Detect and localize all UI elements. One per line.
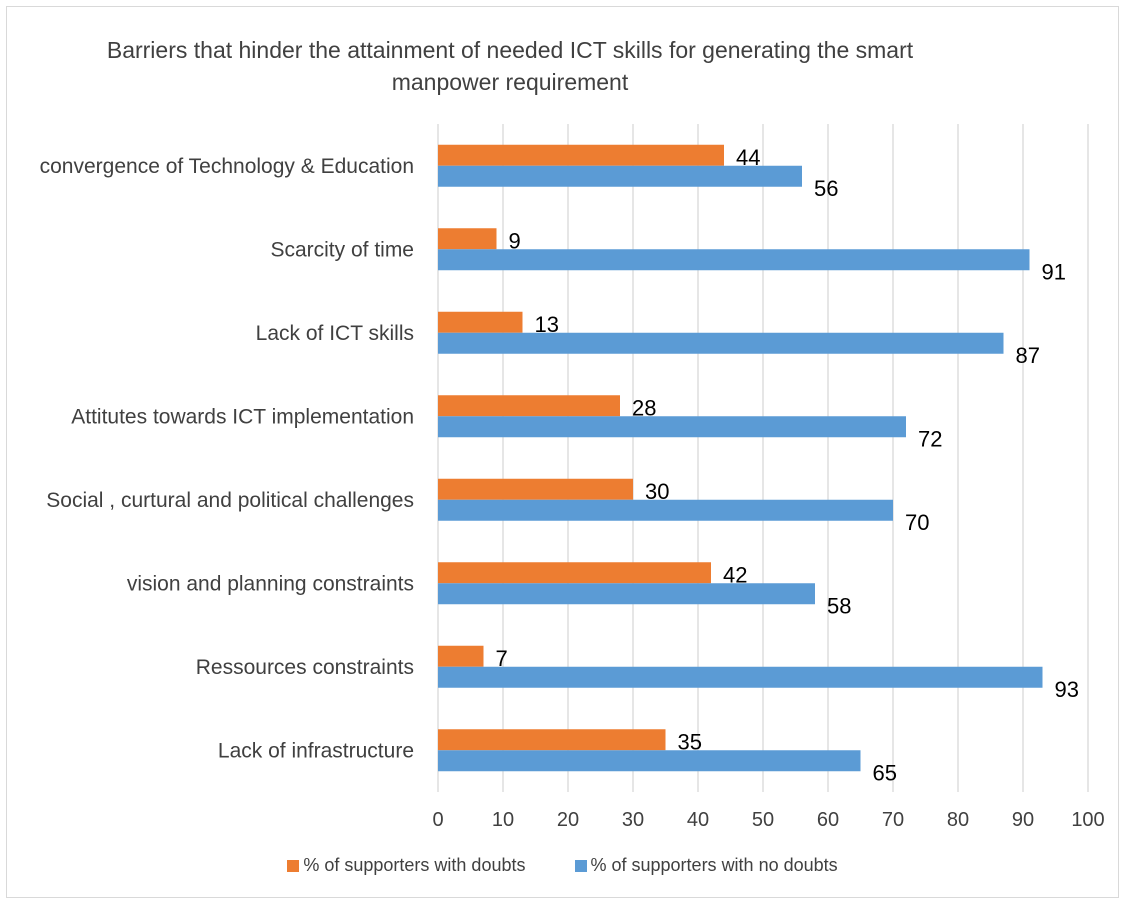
legend-item-no-doubts: % of supporters with no doubts — [574, 855, 838, 876]
data-label-doubts: 13 — [535, 312, 559, 337]
x-tick-label: 50 — [752, 809, 774, 831]
data-label-no-doubts: 65 — [873, 760, 897, 785]
bar-no-doubts — [438, 416, 906, 438]
data-label-doubts: 28 — [632, 395, 656, 420]
category-label: Lack of infrastructure — [218, 739, 414, 762]
bar-doubts — [438, 729, 666, 751]
x-tick-label: 30 — [622, 809, 644, 831]
bar-no-doubts — [438, 249, 1030, 271]
legend-swatch-no-doubts — [574, 859, 587, 872]
legend-label-doubts: % of supporters with doubts — [303, 855, 526, 875]
legend-label-no-doubts: % of supporters with no doubts — [590, 855, 838, 875]
gridlines — [437, 124, 1089, 792]
data-label-no-doubts: 58 — [827, 593, 851, 618]
labels: 0 10 20 30 40 50 60 70 80 90 100 convergence of Tec… — [40, 145, 1105, 831]
data-label-no-doubts: 56 — [814, 176, 838, 201]
bar-doubts — [438, 562, 711, 584]
chart-title-line-2: manpower requirement — [391, 69, 629, 95]
bar-doubts — [438, 645, 484, 667]
x-tick-label: 40 — [687, 809, 709, 831]
data-label-no-doubts: 91 — [1042, 259, 1066, 284]
bar-no-doubts — [438, 165, 802, 187]
x-tick-label: 100 — [1071, 809, 1104, 831]
x-tick-label: 10 — [492, 809, 514, 831]
bar-no-doubts — [438, 332, 1004, 354]
data-label-doubts: 9 — [509, 228, 521, 253]
data-label-doubts: 7 — [496, 646, 508, 671]
category-label: Lack of ICT skills — [256, 322, 414, 345]
bar-doubts — [438, 228, 497, 250]
legend-swatch-doubts — [287, 859, 300, 872]
bar-no-doubts — [438, 499, 893, 521]
data-label-doubts: 35 — [678, 729, 702, 754]
data-label-doubts: 44 — [736, 145, 760, 170]
x-tick-label: 60 — [817, 809, 839, 831]
legend-item-doubts: % of supporters with doubts — [287, 855, 525, 876]
data-label-doubts: 42 — [723, 562, 747, 587]
data-label-no-doubts: 93 — [1055, 677, 1079, 702]
category-label: vision and planning constraints — [127, 572, 414, 595]
chart-title: Barriers that hinder the attainment of n… — [0, 34, 1020, 98]
bar-no-doubts — [438, 750, 861, 772]
bar-no-doubts — [438, 666, 1043, 688]
bars — [438, 144, 1043, 772]
category-label: Social , curtural and political challeng… — [46, 489, 414, 512]
bar-doubts — [438, 478, 633, 500]
data-label-no-doubts: 72 — [918, 426, 942, 451]
category-label: Scarcity of time — [270, 238, 414, 261]
category-label: convergence of Technology & Education — [40, 155, 414, 178]
data-label-doubts: 30 — [645, 479, 669, 504]
data-label-no-doubts: 87 — [1016, 343, 1040, 368]
x-tick-label: 80 — [947, 809, 969, 831]
x-tick-label: 20 — [557, 809, 579, 831]
bar-doubts — [438, 144, 724, 166]
chart-title-line-1: Barriers that hinder the attainment of n… — [106, 37, 914, 63]
x-tick-label: 0 — [432, 809, 443, 831]
category-label: Ressources constraints — [196, 656, 414, 679]
data-label-no-doubts: 70 — [905, 510, 929, 535]
bar-doubts — [438, 395, 620, 417]
x-tick-label: 90 — [1012, 809, 1034, 831]
legend: % of supporters with doubts % of support… — [0, 855, 1125, 877]
bar-no-doubts — [438, 583, 815, 605]
category-label: Attitutes towards ICT implementation — [71, 405, 414, 428]
bar-doubts — [438, 311, 523, 333]
x-tick-label: 70 — [882, 809, 904, 831]
